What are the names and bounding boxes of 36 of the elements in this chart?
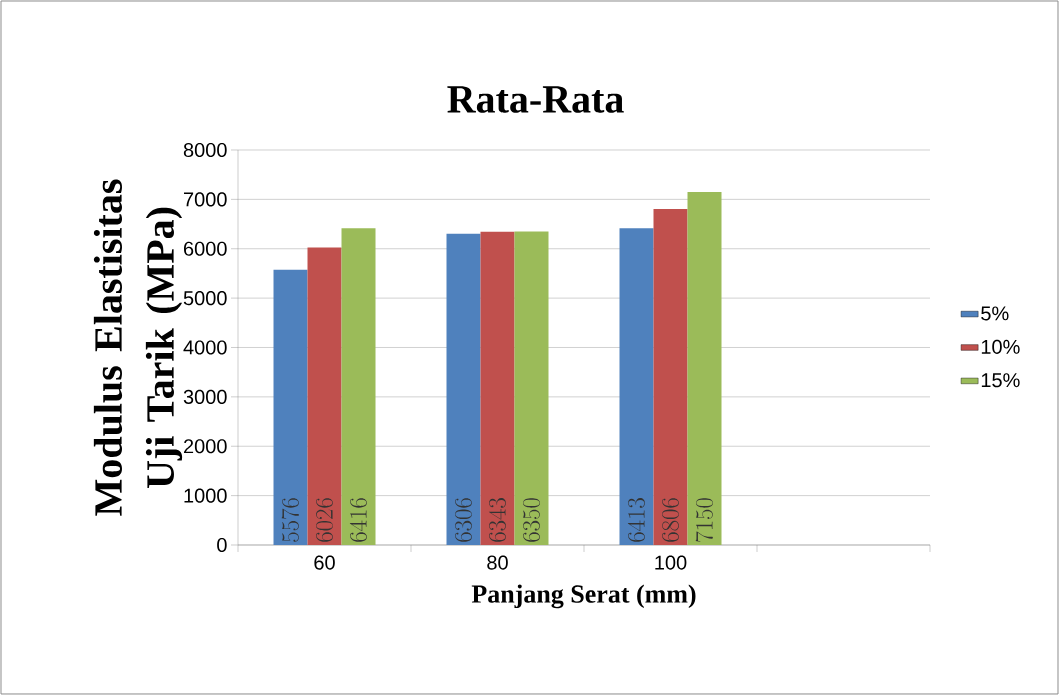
- data-label: 6413: [627, 498, 645, 542]
- y-tick-label: 1000: [184, 488, 227, 503]
- data-label: 6806: [662, 498, 679, 542]
- bar: [307, 247, 342, 545]
- x-tick-label: 60: [314, 555, 335, 570]
- bar: [687, 191, 722, 545]
- bar: [619, 228, 654, 545]
- y-tick-label: 7000: [184, 192, 227, 207]
- data-label: 7150: [695, 498, 713, 542]
- bar: [653, 208, 688, 545]
- data-label: 6343: [488, 498, 506, 542]
- bar: [480, 231, 515, 545]
- y-tick-label: 6000: [184, 241, 227, 256]
- y-tick-label: 0: [217, 537, 227, 553]
- bar: [341, 228, 376, 545]
- x-axis-title: Panjang Serat (mm): [471, 584, 696, 609]
- y-tick-label: 4000: [183, 340, 227, 355]
- legend-label: 5%: [981, 306, 1009, 321]
- bar: [446, 233, 481, 545]
- y-axis-title: Modulus Elastisitas Uji Tarik (MPa): [93, 179, 183, 516]
- x-tick-label: 100: [655, 555, 687, 570]
- y-tick-label: 8000: [183, 142, 227, 158]
- data-label: 5576: [281, 498, 299, 542]
- bar: [273, 269, 308, 545]
- y-tick-label: 3000: [183, 389, 227, 404]
- x-tick-label: 80: [487, 555, 508, 570]
- bar: [514, 231, 549, 545]
- data-label: 6306: [455, 498, 472, 542]
- data-label: 6026: [316, 498, 333, 542]
- data-label: 6416: [349, 498, 367, 542]
- y-tick-label: 5000: [183, 291, 227, 306]
- data-label: 6350: [523, 498, 540, 542]
- y-tick-label: 2000: [183, 439, 227, 454]
- legend-label: 15%: [981, 373, 1020, 388]
- chart-title: Rata-Rata: [447, 86, 624, 113]
- legend-label: 10%: [981, 339, 1020, 354]
